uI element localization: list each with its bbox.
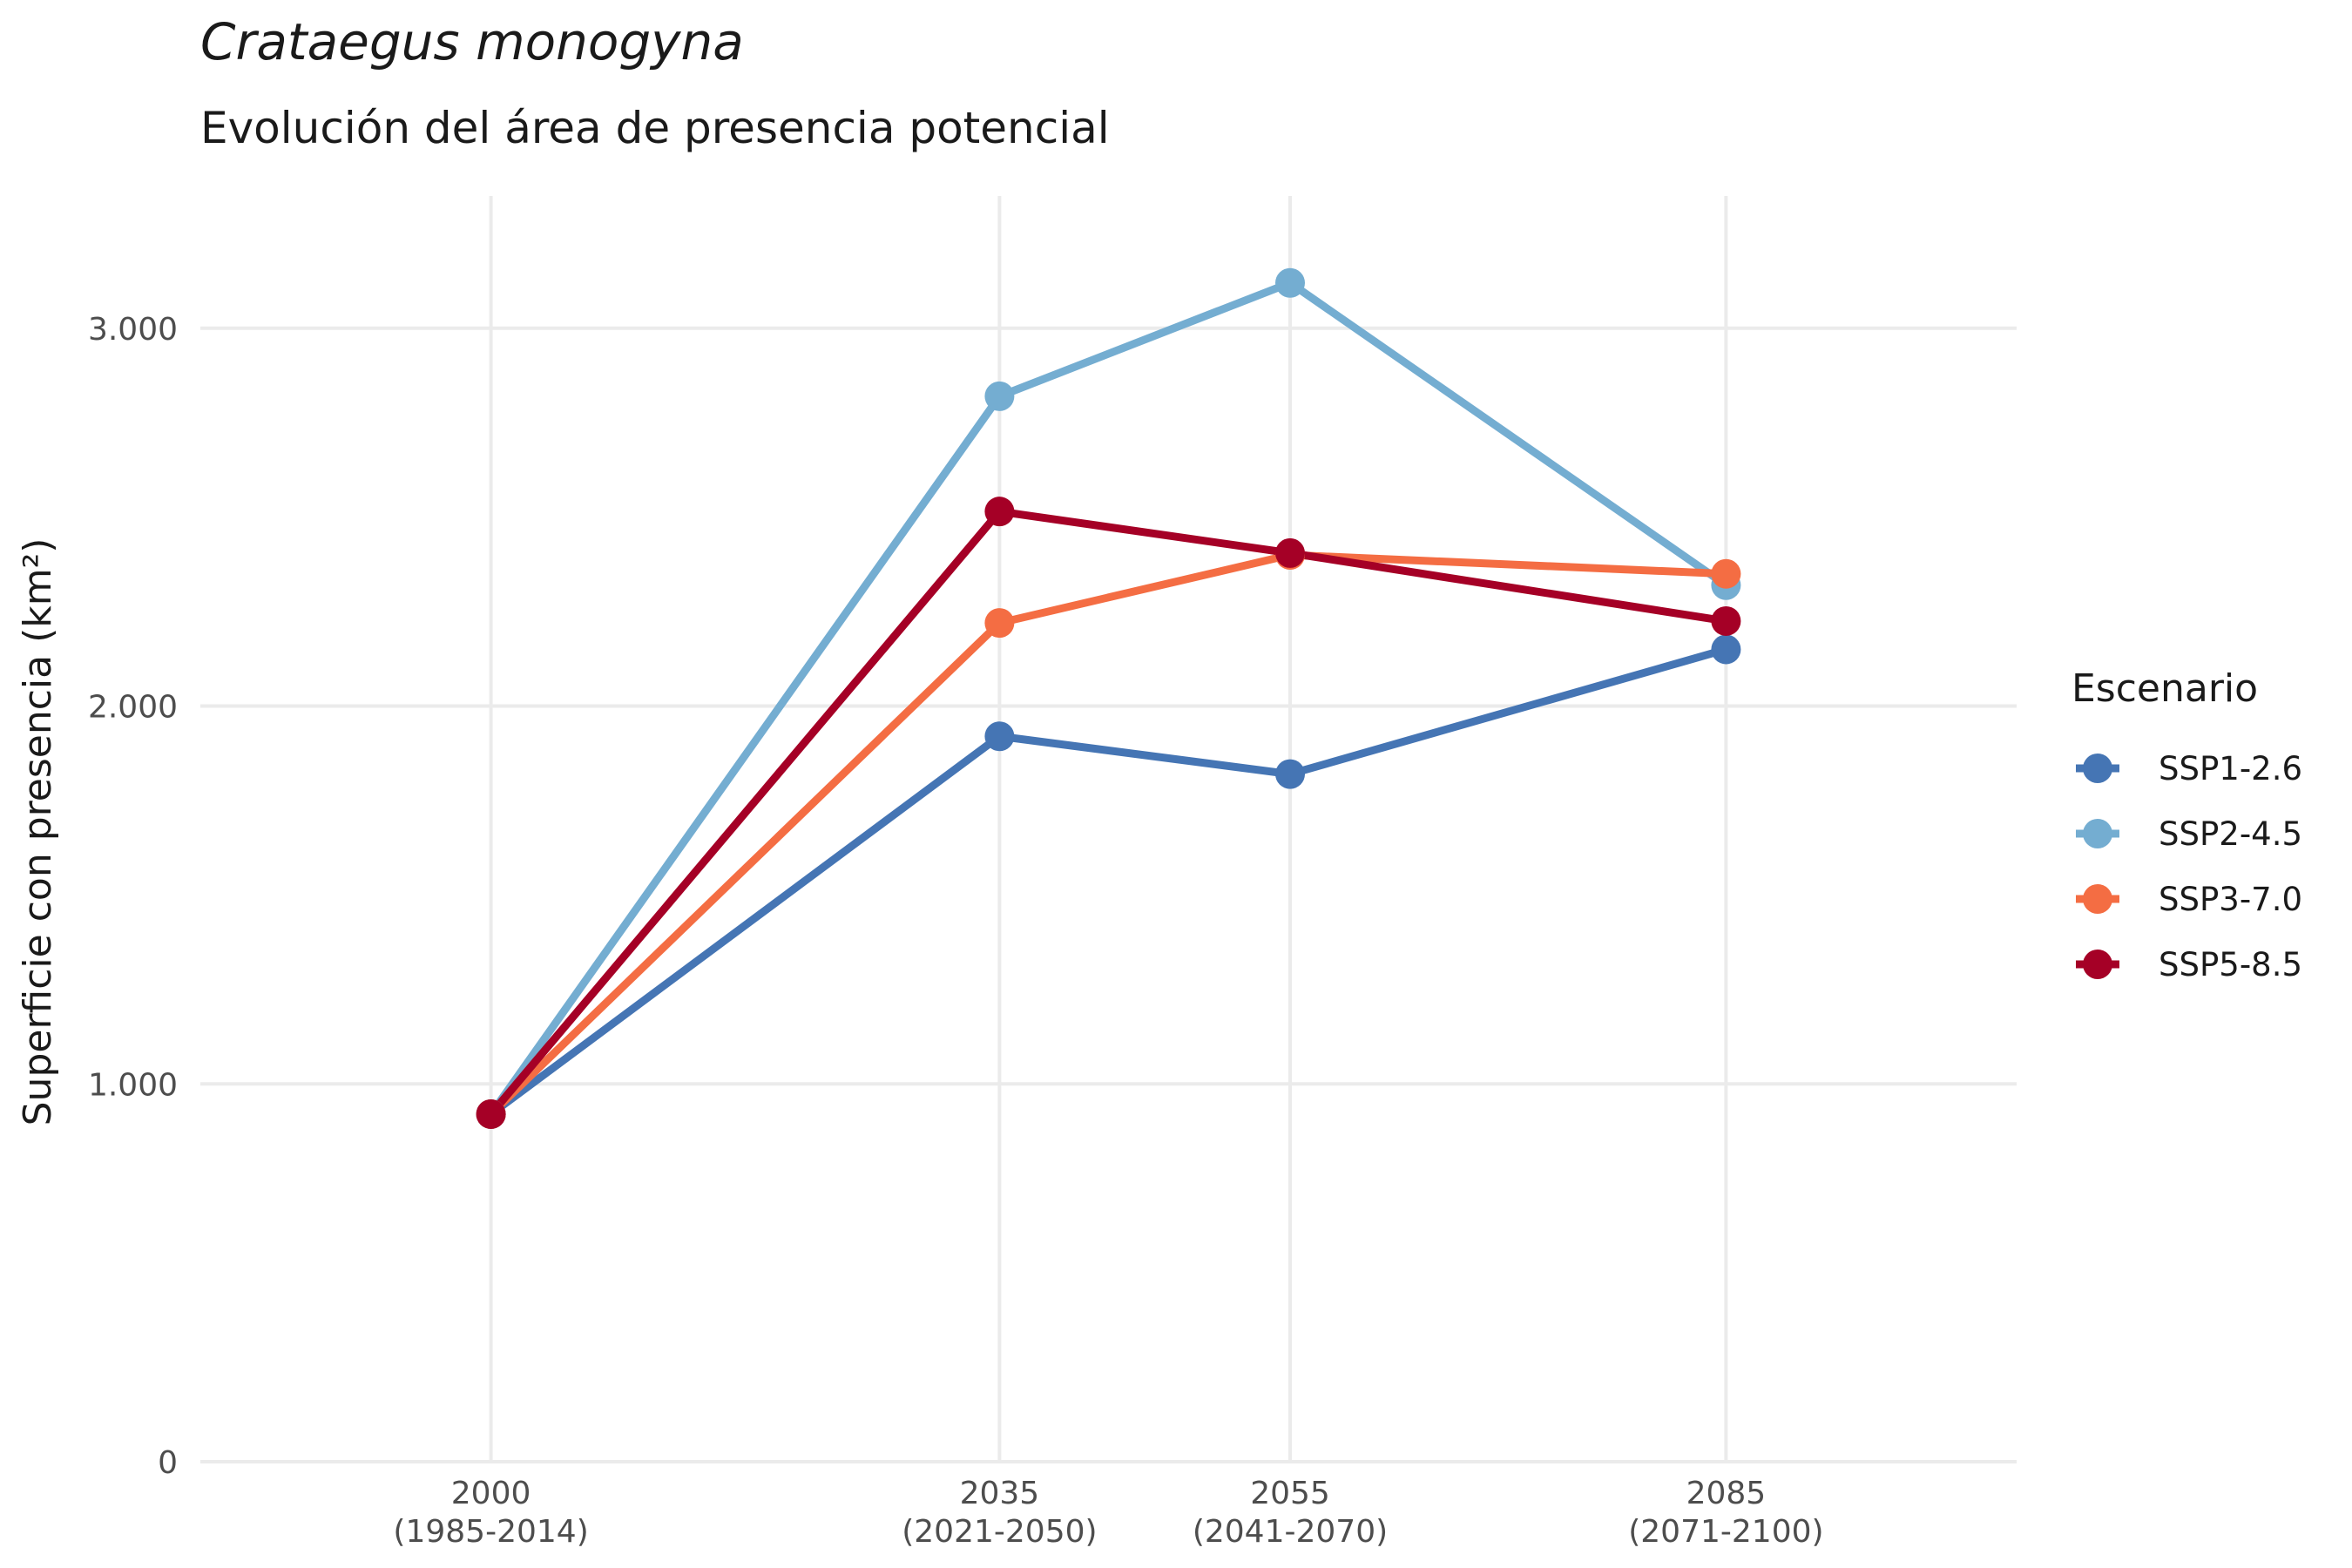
data-point-SSP5-8.5 — [476, 1098, 506, 1129]
series-line-SSP5-8.5 — [487, 507, 1730, 1119]
grid-lines — [200, 196, 2017, 1463]
data-point-SSP1-2.6 — [984, 721, 1015, 752]
legend-key-point — [2083, 819, 2112, 848]
data-point-SSP5-8.5 — [1275, 537, 1305, 568]
x-tick-label: (2071-2100) — [1628, 1514, 1823, 1550]
data-point-SSP1-2.6 — [1711, 634, 1741, 665]
legend-label: SSP5-8.5 — [2159, 946, 2302, 983]
x-tick-label: (2041-2070) — [1193, 1514, 1388, 1550]
legend-label: SSP2-4.5 — [2159, 815, 2302, 853]
y-tick-label: 1.000 — [88, 1067, 178, 1103]
data-point-SSP2-4.5 — [984, 381, 1015, 411]
x-axis-ticks: 2000(1985-2014) 2035(2021-2050) 2055(2041-… — [393, 1476, 1823, 1550]
series-line-SSP1-2.6 — [487, 645, 1730, 1119]
data-point-SSP3-7.0 — [984, 608, 1015, 639]
legend-label: SSP3-7.0 — [2159, 881, 2302, 918]
x-tick-label: (1985-2014) — [393, 1514, 588, 1550]
data-point-SSP5-8.5 — [984, 497, 1015, 527]
series-line-SSP3-7.0 — [487, 551, 1730, 1119]
chart-title: Crataegus monogyna — [200, 12, 744, 71]
series-lines — [487, 279, 1730, 1119]
legend-key-point — [2083, 754, 2112, 783]
data-point-SSP2-4.5 — [1275, 267, 1305, 298]
x-tick-label: (2021-2050) — [902, 1514, 1097, 1550]
series-points — [476, 267, 1741, 1129]
legend-label: SSP1-2.6 — [2159, 750, 2302, 787]
legend-key-point — [2083, 884, 2112, 914]
x-tick-label: 2055 — [1250, 1476, 1330, 1511]
x-tick-label: 2085 — [1686, 1476, 1767, 1511]
y-axis-title: Superficie con presencia (km²) — [16, 538, 60, 1126]
legend-key-point — [2083, 950, 2112, 979]
chart-subtitle: Evolución del área de presencia potencia… — [200, 103, 1110, 153]
x-tick-label: 2000 — [451, 1476, 531, 1511]
x-tick-label: 2035 — [960, 1476, 1040, 1511]
y-axis-ticks: 0 1.000 2.000 3.000 — [88, 312, 178, 1481]
data-point-SSP1-2.6 — [1275, 759, 1305, 789]
series-line-SSP2-4.5 — [487, 279, 1730, 1119]
legend: Escenario SSP1-2.6 SSP2-4.5 SSP3-7.0 SSP5-8.… — [2072, 666, 2302, 983]
y-tick-label: 2.000 — [88, 690, 178, 726]
data-point-SSP5-8.5 — [1711, 605, 1741, 636]
y-tick-label: 3.000 — [88, 312, 178, 348]
data-point-SSP3-7.0 — [1711, 558, 1741, 589]
legend-title: Escenario — [2072, 666, 2258, 711]
y-tick-label: 0 — [158, 1445, 178, 1481]
